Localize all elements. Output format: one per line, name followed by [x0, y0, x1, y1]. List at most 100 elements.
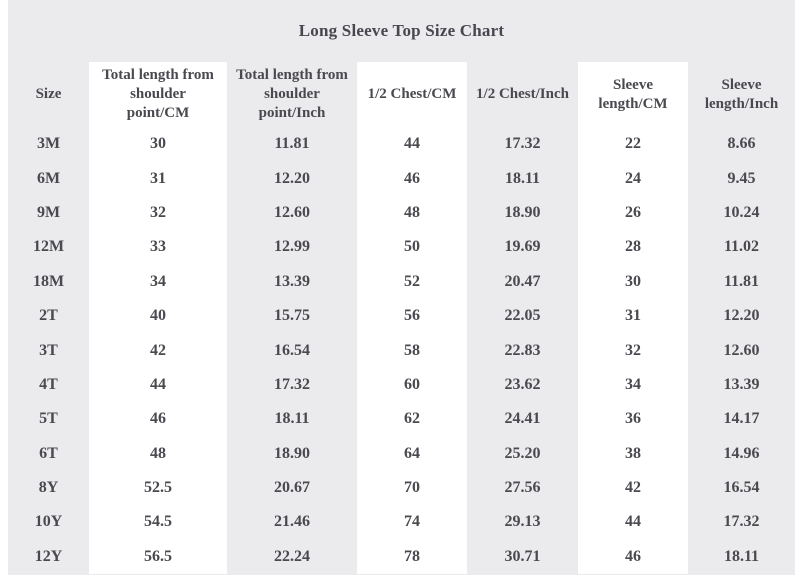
- value-cell: 11.02: [723, 238, 760, 256]
- column-header-total-length-cm: Total length from shoulder point/CM: [89, 62, 227, 127]
- value-cell: 26: [578, 195, 688, 231]
- value-cell: 8.66: [727, 135, 756, 153]
- value-cell: 42: [89, 333, 227, 368]
- value-cell: 44: [578, 505, 688, 540]
- value-cell: 25.20: [504, 444, 541, 462]
- value-cell: 33: [89, 230, 227, 265]
- value-cell: 13.39: [274, 272, 310, 290]
- value-cell: 23.62: [504, 375, 541, 393]
- value-cell: 13.39: [723, 375, 760, 393]
- value-cell: 31: [89, 161, 227, 196]
- value-cell: 17.32: [274, 375, 310, 393]
- value-cell: 58: [357, 333, 467, 368]
- value-cell: 78: [357, 539, 467, 575]
- value-cell: 46: [578, 539, 688, 575]
- value-cell: 18.90: [274, 444, 310, 462]
- value-cell: 48: [357, 195, 467, 231]
- value-cell: 20.67: [274, 479, 310, 497]
- value-cell: 14.96: [723, 444, 760, 462]
- value-cell: 22: [578, 127, 688, 162]
- value-cell: 11.81: [274, 135, 310, 153]
- value-cell: 27.56: [504, 479, 541, 497]
- size-cell: 12Y: [34, 547, 63, 565]
- value-cell: 12.20: [274, 169, 310, 187]
- column-header-half-chest-inch: 1/2 Chest/Inch: [476, 86, 569, 102]
- value-cell: 34: [89, 264, 227, 299]
- value-cell: 30.71: [504, 547, 541, 565]
- value-cell: 46: [357, 161, 467, 196]
- size-cell: 3T: [39, 341, 58, 359]
- value-cell: 30: [89, 127, 227, 162]
- value-cell: 15.75: [274, 307, 310, 325]
- value-cell: 10.24: [723, 203, 760, 221]
- value-cell: 12.99: [274, 238, 310, 256]
- value-cell: 9.45: [727, 169, 756, 187]
- size-cell: 18M: [32, 272, 65, 290]
- value-cell: 12.20: [723, 307, 760, 325]
- size-cell: 6M: [36, 169, 61, 187]
- column-header-size: Size: [35, 86, 62, 102]
- value-cell: 18.11: [504, 169, 541, 187]
- size-cell: 9M: [36, 203, 61, 221]
- value-cell: 18.11: [274, 410, 310, 428]
- value-cell: 31: [578, 298, 688, 334]
- value-cell: 16.54: [723, 479, 760, 497]
- value-cell: 38: [578, 436, 688, 471]
- value-cell: 52.5: [89, 470, 227, 506]
- column-header-total-length-inch: Total length from shoulder point/Inch: [236, 67, 348, 121]
- column-header-half-chest-cm: 1/2 Chest/CM: [357, 62, 467, 127]
- value-cell: 74: [357, 505, 467, 540]
- value-cell: 46: [89, 402, 227, 437]
- value-cell: 36: [578, 402, 688, 437]
- value-cell: 17.32: [504, 135, 541, 153]
- value-cell: 52: [357, 264, 467, 299]
- value-cell: 30: [578, 264, 688, 299]
- size-cell: 8Y: [38, 479, 59, 497]
- size-cell: 5T: [39, 410, 58, 428]
- value-cell: 56.5: [89, 539, 227, 575]
- column-header-sleeve-length-inch: Sleeve length/Inch: [704, 76, 779, 112]
- size-cell: 12M: [32, 238, 65, 256]
- value-cell: 21.46: [274, 513, 310, 531]
- value-cell: 32: [89, 195, 227, 231]
- value-cell: 19.69: [504, 238, 541, 256]
- value-cell: 24.41: [504, 410, 541, 428]
- value-cell: 34: [578, 367, 688, 403]
- value-cell: 28: [578, 230, 688, 265]
- chart-title: Long Sleeve Top Size Chart: [298, 21, 505, 40]
- value-cell: 22.24: [274, 547, 310, 565]
- value-cell: 11.81: [723, 272, 760, 290]
- value-cell: 54.5: [89, 505, 227, 540]
- value-cell: 22.83: [504, 341, 541, 359]
- size-cell: 2T: [39, 307, 58, 325]
- value-cell: 12.60: [274, 203, 310, 221]
- value-cell: 42: [578, 470, 688, 506]
- value-cell: 62: [357, 402, 467, 437]
- value-cell: 44: [357, 127, 467, 162]
- value-cell: 16.54: [274, 341, 310, 359]
- value-cell: 32: [578, 333, 688, 368]
- value-cell: 22.05: [504, 307, 541, 325]
- size-table: Size Total length from shoulder point/CM…: [8, 62, 795, 575]
- value-cell: 17.32: [723, 513, 760, 531]
- value-cell: 56: [357, 298, 467, 334]
- size-cell: 10Y: [34, 513, 63, 531]
- size-cell: 4T: [39, 375, 58, 393]
- value-cell: 20.47: [504, 272, 541, 290]
- value-cell: 60: [357, 367, 467, 403]
- value-cell: 29.13: [504, 513, 541, 531]
- value-cell: 64: [357, 436, 467, 471]
- size-cell: 3M: [36, 135, 61, 153]
- value-cell: 24: [578, 161, 688, 196]
- value-cell: 18.11: [723, 547, 760, 565]
- value-cell: 44: [89, 367, 227, 403]
- value-cell: 18.90: [504, 203, 541, 221]
- column-header-sleeve-length-cm: Sleeve length/CM: [578, 62, 688, 127]
- value-cell: 50: [357, 230, 467, 265]
- value-cell: 70: [357, 470, 467, 506]
- size-chart-block: Long Sleeve Top Size Chart Size Total le…: [8, 0, 795, 575]
- value-cell: 40: [89, 298, 227, 334]
- value-cell: 48: [89, 436, 227, 471]
- value-cell: 14.17: [723, 410, 760, 428]
